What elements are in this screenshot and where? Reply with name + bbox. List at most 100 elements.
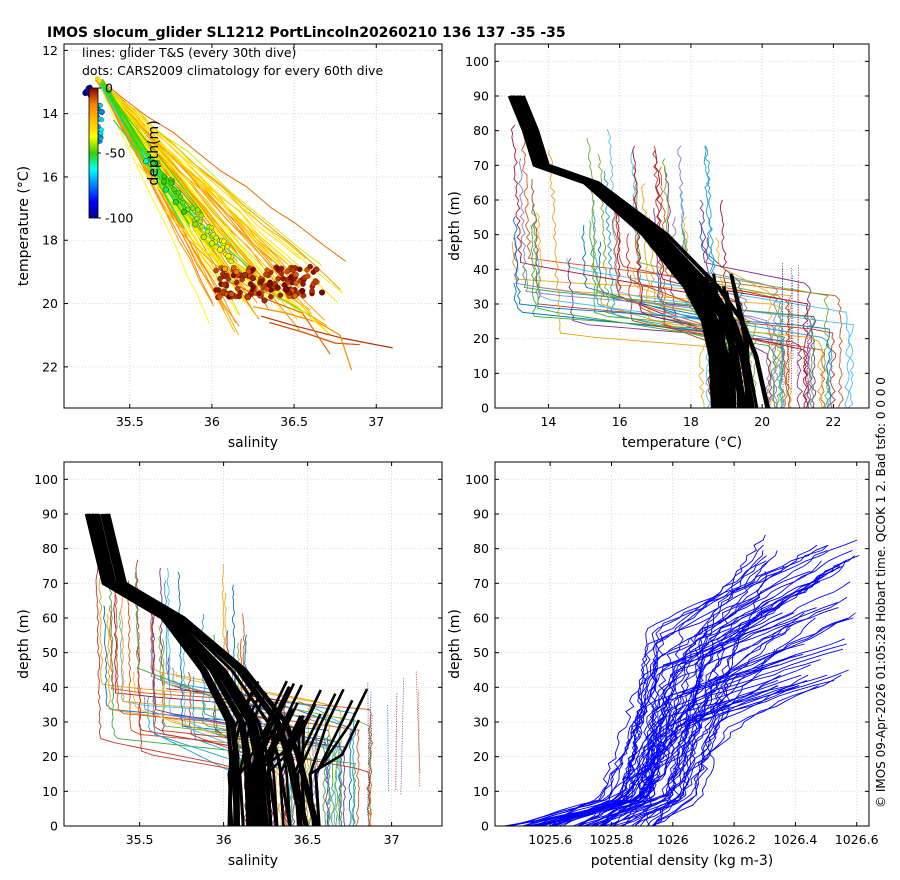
ts-climatology-dot [233,268,240,275]
ts-glider-line [97,76,346,262]
ts-x-tick-label: 37 [368,414,384,429]
sal-x-tick-label: 35.5 [126,832,154,847]
temp-climatology-profile [697,285,723,408]
sal-x-axis-label: salinity [228,853,278,869]
ts-climatology-dot [241,272,248,279]
dens-glider-profile [528,596,848,826]
temp-climatology-profile [511,95,730,408]
sal-glider-profile [418,690,420,787]
temp-glider-profile [677,145,779,408]
sal-y-tick-label: 100 [34,472,58,487]
ts-climatology-dot [180,208,187,215]
temp-climatology-profile [722,285,737,408]
temp-y-tick-label: 20 [473,331,489,346]
ts-climatology-dot [313,266,320,273]
temp-glider-profile [781,268,784,393]
ts-climatology-dot [300,281,306,287]
dens-glider-profile [639,550,764,826]
temp-y-tick-label: 60 [473,193,489,208]
ts-climatology-dot [312,278,319,284]
temp-x-tick-label: 20 [754,414,770,429]
ts-y-axis-label: temperature (°C) [16,166,32,286]
ts-climatology-dot [194,215,200,222]
ts-climatology-dot [162,186,169,193]
dens-glider-profile [601,544,829,826]
ts-colorbar-tick-label: 0 [105,81,113,96]
ts-climatology-dot [213,287,219,293]
sal-y-tick-label: 60 [42,611,58,626]
ts-climatology-dot [280,275,286,282]
ts-climatology-dot [225,253,232,260]
temp-climatology-profile [512,95,732,408]
ts-y-tick-label: 20 [42,296,58,311]
ts-climatology-dot [168,180,174,186]
ts-climatology-dot [275,275,282,282]
density-depth-panel: 1025.6 1025.8 1026 1026.2 1026.4 1026.6 0 10 20 3… [447,461,879,869]
temp-x-tick-label: 22 [825,414,841,429]
sal-glider-profile [109,605,374,826]
dens-glider-profile [651,555,860,826]
sal-y-tick-label: 90 [42,507,58,522]
sal-x-tick-label: 36.5 [294,832,322,847]
ts-climatology-dot [180,199,186,206]
sal-glider-profile [215,726,347,826]
sal-plot-area [84,513,421,826]
temp-climatology-profile [518,95,759,408]
sal-climatology-profile [96,513,278,826]
dens-glider-profile [549,549,828,826]
ts-climatology-dot [208,225,215,231]
temp-y-tick-label: 30 [473,297,489,312]
ts-climatology-dot [296,266,303,273]
ts-glider-line [252,306,353,371]
sal-glider-profile [415,671,421,773]
ts-climatology-dot [293,280,299,286]
temperature-depth-panel: 14 16 18 20 22 0 10 20 30 40 50 60 70 80 90 100 temperat… [447,43,870,451]
ts-climatology-dot [98,103,103,108]
ts-y-tick-label: 14 [42,106,58,121]
ts-legend-line2: dots: CARS2009 climatology for every 60t… [82,63,383,78]
dens-glider-profile [572,653,797,826]
ts-climatology-dot [151,170,158,177]
ts-y-tick-label: 12 [42,43,58,58]
dens-axes-frame [494,461,870,827]
dens-y-tick-label: 10 [473,784,489,799]
temp-y-tick-label: 100 [465,54,489,69]
sal-climatology-profile [308,719,361,826]
sal-y-axis-label: depth (m) [16,609,32,679]
ts-glider-line [95,80,278,283]
sal-climatology-profile [253,686,291,826]
dens-y-tick-label: 90 [473,507,489,522]
side-caption: © IMOS 09-Apr-2026 01:05:28 Hobart time.… [874,377,888,808]
temp-y-axis-label: depth (m) [447,191,463,261]
ts-climatology-dot [171,186,177,192]
ts-climatology-dot [217,246,224,253]
ts-glider-line [96,80,307,259]
ts-climatology-dot [263,271,269,278]
temp-glider-profile [606,129,855,408]
temp-climatology-profile [510,95,725,408]
dens-glider-profile [576,669,849,826]
ts-climatology-dot [274,284,281,291]
temp-glider-profile [548,150,746,408]
temp-climatology-profile [702,290,725,408]
ts-x-axis-label: salinity [228,435,278,451]
ts-climatology-dot [222,265,229,272]
ts-colorbar-tick-label: -100 [105,211,133,226]
dens-glider-profile [558,565,841,826]
ts-climatology-dot [319,289,326,296]
temp-glider-profile [518,158,812,408]
ts-y-tick-label: 18 [42,233,58,248]
sal-glider-profile [366,691,372,816]
ts-climatology-dot [208,240,215,247]
temp-climatology-profile [513,95,735,408]
dens-y-tick-label: 100 [465,472,489,487]
temp-glider-profile [630,149,785,408]
sal-climatology-profile [106,513,317,826]
sal-y-tick-label: 30 [42,715,58,730]
ts-climatology-dot [290,267,296,274]
sal-climatology-profile [314,699,354,826]
ts-climatology-dot [277,292,284,299]
ts-climatology-dot [261,297,268,304]
dens-glider-profile [530,617,816,826]
sal-climatology-profile [282,715,302,826]
